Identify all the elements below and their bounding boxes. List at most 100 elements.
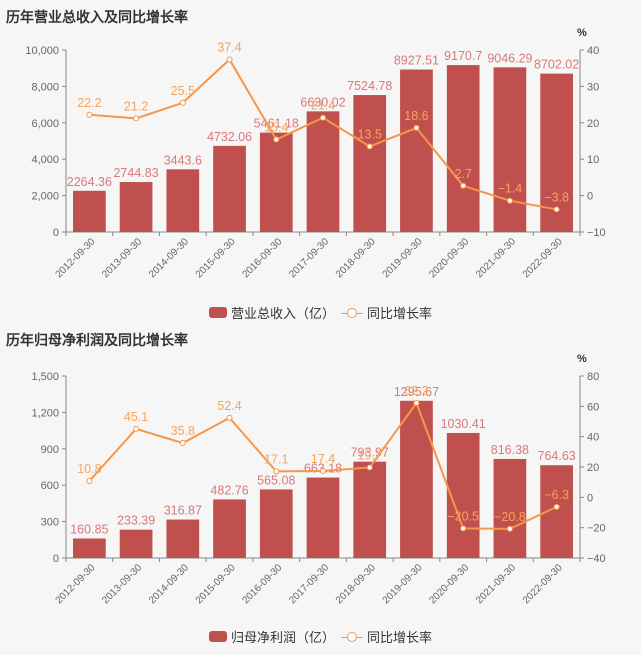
growth-point[interactable] — [460, 182, 467, 189]
growth-point[interactable] — [226, 414, 233, 421]
right-axis-tick: −20 — [587, 523, 606, 535]
bar-value-label: 2264.36 — [67, 175, 112, 189]
growth-point[interactable] — [320, 467, 326, 474]
right-axis-tick: −40 — [587, 553, 606, 565]
growth-point[interactable] — [366, 464, 373, 471]
bar[interactable] — [540, 73, 573, 233]
growth-value-label: 17.4 — [311, 452, 335, 466]
profit-chart-plot: 0 300 600 900 1,200 1,500 −40 −20 0 20 40 60 80% 2012… — [31, 353, 606, 606]
growth-point[interactable] — [133, 115, 140, 122]
bar[interactable] — [166, 519, 200, 558]
right-axis-tick: 20 — [587, 118, 599, 130]
x-axis-tick: 2013-09-30 — [100, 562, 144, 606]
bar[interactable] — [259, 132, 293, 232]
right-axis-tick: 20 — [587, 462, 599, 474]
right-axis-tick: 30 — [587, 81, 599, 93]
growth-point[interactable] — [553, 503, 560, 510]
x-axis-tick: 2022-09-30 — [521, 236, 565, 280]
x-axis-tick: 2014-09-30 — [147, 236, 191, 280]
bar[interactable] — [400, 69, 433, 232]
bar-value-label: 316.87 — [164, 504, 202, 518]
bar-value-label: 8927.51 — [394, 54, 439, 68]
growth-point[interactable] — [273, 136, 280, 143]
bar[interactable] — [400, 400, 433, 558]
left-axis-tick: 6,000 — [31, 118, 59, 130]
growth-value-label: 62.2 — [404, 384, 428, 398]
growth-point[interactable] — [460, 525, 467, 532]
left-axis-tick: 300 — [41, 517, 59, 529]
bar[interactable] — [306, 111, 340, 232]
legend-item-growth[interactable]: 同比增长率 — [341, 627, 432, 646]
bar-value-label: 1030.41 — [441, 417, 486, 431]
x-axis-tick: 2015-09-30 — [194, 236, 238, 280]
growth-point[interactable] — [553, 206, 560, 213]
bar[interactable] — [446, 65, 480, 232]
bar[interactable] — [353, 461, 387, 558]
growth-value-label: 22.2 — [77, 96, 101, 110]
bar-swatch-icon — [208, 631, 227, 642]
x-axis-tick: 2016-09-30 — [240, 562, 284, 606]
growth-point[interactable] — [226, 56, 233, 63]
right-axis-tick: 10 — [587, 154, 599, 166]
bar-value-label: 793.97 — [351, 446, 389, 460]
growth-point[interactable] — [506, 197, 513, 204]
legend-item-revenue[interactable]: 营业总收入（亿） — [208, 303, 335, 322]
bar-value-label: 3443.6 — [164, 153, 202, 167]
growth-point[interactable] — [133, 425, 140, 432]
growth-value-label: 18.6 — [404, 109, 428, 123]
bar-value-label: 233.39 — [117, 514, 155, 528]
right-axis-tick: −10 — [587, 227, 606, 239]
growth-value-label: 21.2 — [124, 99, 148, 113]
bar[interactable] — [119, 182, 153, 232]
growth-point[interactable] — [179, 99, 186, 106]
x-axis-tick: 2020-09-30 — [427, 236, 471, 280]
bar[interactable] — [446, 432, 480, 558]
left-axis-tick: 2,000 — [31, 191, 59, 203]
growth-point[interactable] — [320, 114, 326, 121]
bar[interactable] — [259, 489, 293, 558]
bar[interactable] — [213, 499, 246, 558]
growth-point[interactable] — [86, 477, 93, 484]
bar[interactable] — [166, 169, 200, 232]
bar[interactable] — [493, 67, 527, 233]
bar-value-label: 816.38 — [491, 443, 529, 457]
x-axis-tick: 2021-09-30 — [474, 236, 518, 280]
growth-value-label: 2.7 — [454, 167, 471, 181]
growth-point[interactable] — [273, 468, 280, 475]
x-axis-tick: 2019-09-30 — [381, 562, 425, 606]
x-axis-tick: 2018-09-30 — [334, 236, 378, 280]
profit-chart-legend: 归母净利润（亿） 同比增长率 — [0, 627, 641, 646]
percent-unit-label: % — [577, 27, 587, 39]
bar[interactable] — [213, 145, 246, 232]
growth-value-label: 52.4 — [217, 399, 241, 413]
bar[interactable] — [353, 95, 387, 232]
legend-label-growth: 同比增长率 — [367, 630, 433, 645]
growth-point[interactable] — [179, 440, 186, 447]
growth-value-label: 17.1 — [264, 452, 288, 466]
bar[interactable] — [119, 529, 153, 558]
bar[interactable] — [73, 538, 106, 558]
bar[interactable] — [306, 477, 340, 558]
revenue-chart-plot: 0 2,000 4,000 6,000 8,000 10,000 −10 0 10 20 30 40%… — [25, 27, 606, 280]
growth-point[interactable] — [413, 124, 420, 131]
left-axis-tick: 8,000 — [31, 81, 59, 93]
growth-point[interactable] — [413, 399, 420, 406]
legend-label-growth: 同比增长率 — [367, 306, 433, 321]
right-axis-tick: 60 — [587, 401, 599, 413]
growth-point[interactable] — [366, 143, 373, 150]
x-axis-tick: 2012-09-30 — [54, 236, 98, 280]
growth-value-label: 37.4 — [217, 40, 241, 54]
bar[interactable] — [73, 190, 106, 232]
profit-chart-title: 历年归母净利润及同比增长率 — [6, 332, 188, 348]
line-marker-icon — [341, 307, 363, 319]
growth-point[interactable] — [506, 525, 513, 532]
bar[interactable] — [493, 458, 527, 558]
bar-value-label: 2744.83 — [113, 166, 158, 180]
line-marker-icon — [341, 631, 363, 643]
x-axis-tick: 2019-09-30 — [381, 236, 425, 280]
growth-point[interactable] — [86, 111, 93, 118]
revenue-chart-legend: 营业总收入（亿） 同比增长率 — [0, 303, 641, 322]
legend-item-profit[interactable]: 归母净利润（亿） — [208, 627, 335, 646]
left-axis-tick: 0 — [53, 553, 59, 565]
legend-item-growth[interactable]: 同比增长率 — [341, 303, 432, 322]
